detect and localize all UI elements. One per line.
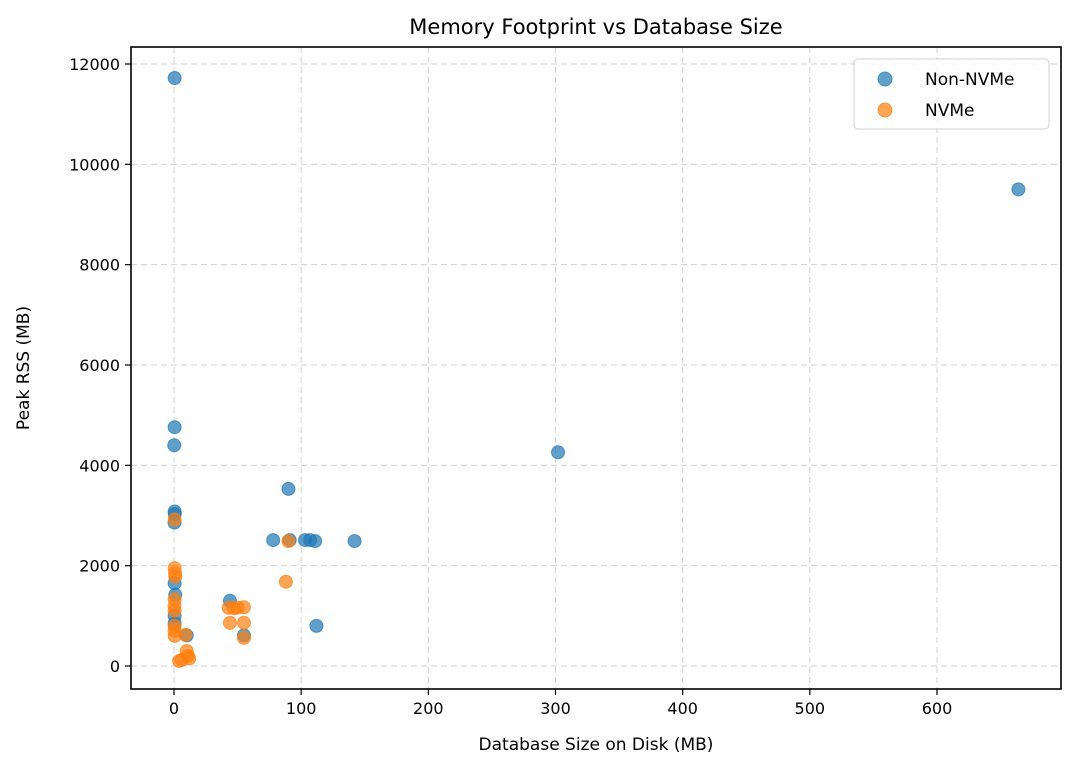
y-tick-label: 0 [110,657,120,676]
y-tick-label: 6000 [79,356,120,375]
x-tick-label: 300 [540,699,571,718]
data-point [347,534,362,549]
x-axis-label: Database Size on Disk (MB) [479,735,714,755]
data-point [222,615,237,630]
data-points [167,71,1026,668]
data-point [167,512,182,527]
y-tick-label: 12000 [69,55,120,74]
series-non-nvme [167,71,1026,643]
legend-marker-nvme-icon [877,102,893,118]
data-point [167,71,182,86]
x-axis-ticks: 0 100 200 300 400 500 600 [169,689,952,718]
x-tick-label: 600 [922,699,953,718]
data-point [167,420,182,435]
legend-marker-non-nvme-icon [877,71,893,87]
data-point [178,627,193,642]
data-point [309,618,324,633]
data-point [281,534,296,549]
data-point [236,600,251,615]
data-point [167,603,182,618]
y-axis-label: Peak RSS (MB) [14,306,34,430]
data-point [281,481,296,496]
legend-label-non-nvme: Non-NVMe [925,70,1015,90]
y-tick-label: 4000 [79,456,120,475]
y-tick-label: 10000 [69,155,120,174]
data-point [308,534,323,549]
y-tick-label: 2000 [79,557,120,576]
x-tick-label: 100 [286,699,317,718]
data-point [167,438,182,453]
legend-box [853,58,1050,130]
grid-lines [131,47,1061,689]
data-point [266,533,281,548]
chart-title: Memory Footprint vs Database Size [409,15,782,39]
plot-frame [130,46,1062,690]
x-tick-label: 0 [169,699,179,718]
x-tick-label: 200 [413,699,444,718]
y-axis-ticks: 0 2000 4000 6000 8000 10000 12000 [69,55,131,676]
data-point [172,653,187,668]
legend-label-nvme: NVMe [925,101,974,121]
y-tick-label: 8000 [79,256,120,275]
data-point [551,445,566,460]
x-tick-label: 500 [795,699,826,718]
data-point [1011,182,1026,197]
data-point [278,574,293,589]
data-point [168,569,183,584]
series-nvme [167,512,296,668]
x-tick-label: 400 [667,699,698,718]
data-point [236,630,251,645]
data-point [236,615,251,630]
legend: Non-NVMe NVMe [853,58,1050,130]
